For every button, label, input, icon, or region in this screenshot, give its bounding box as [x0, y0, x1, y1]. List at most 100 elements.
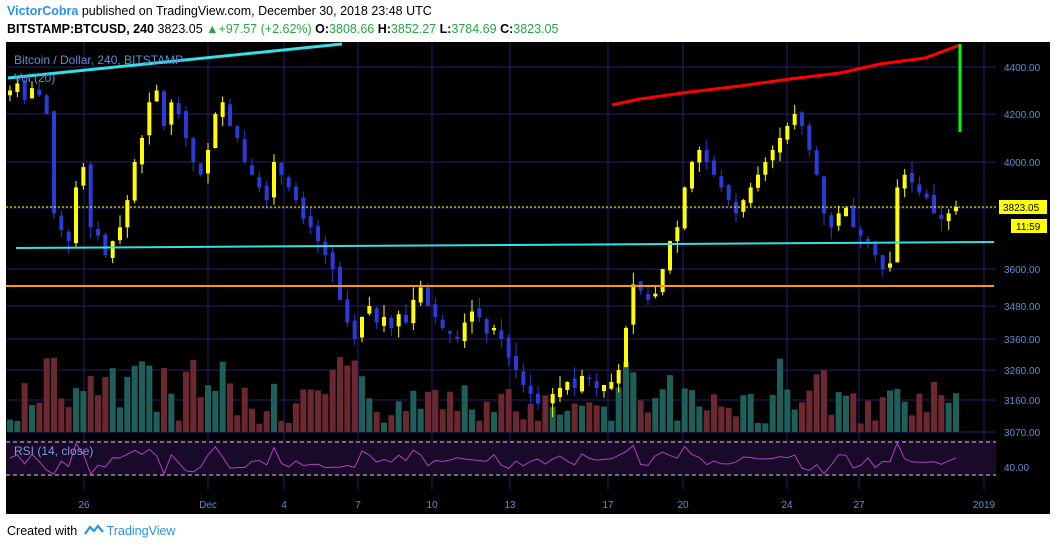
candle-body	[858, 229, 863, 236]
candle-body	[257, 177, 262, 188]
candle-body	[30, 88, 34, 99]
volume-bar	[43, 358, 50, 432]
candle-body	[176, 103, 181, 114]
candle-body	[829, 215, 834, 228]
candle-body	[374, 308, 379, 323]
candle-body	[668, 241, 672, 271]
cyan-support-line	[15, 241, 995, 249]
volume-bar	[461, 385, 468, 432]
candles	[8, 74, 958, 422]
volume-bar	[417, 408, 424, 432]
volume-bar	[131, 365, 138, 432]
candle-body	[528, 385, 533, 394]
volume-bar	[879, 397, 886, 432]
candle-body	[785, 126, 790, 140]
candle-body	[492, 328, 496, 331]
candle-body	[294, 186, 298, 201]
volume-bar	[586, 402, 593, 432]
volume-bar	[351, 360, 358, 432]
candle-body	[910, 172, 914, 183]
volume-bar	[322, 394, 329, 432]
red-projection-line	[611, 43, 961, 107]
candle-body	[22, 81, 27, 100]
volume-bar	[667, 375, 673, 432]
candle-body	[272, 162, 276, 198]
volume-bar	[300, 389, 307, 432]
volume-bar	[725, 408, 732, 432]
candle-body	[154, 90, 159, 102]
rsi-label: RSI (14, close)	[14, 444, 93, 458]
candle-body	[836, 213, 841, 226]
volume-bar	[901, 401, 908, 432]
candle-body	[638, 281, 643, 291]
candle-body	[316, 226, 320, 242]
candle-body	[323, 241, 328, 256]
tradingview-link[interactable]: TradingView	[106, 524, 176, 538]
candle-body	[389, 317, 394, 328]
y-tick-label: 3600.00	[1004, 265, 1041, 276]
candle-body	[235, 126, 240, 138]
author-link[interactable]: VictorCobra	[7, 4, 79, 18]
candle-body	[954, 207, 958, 212]
candle-body	[198, 163, 203, 175]
candle-body	[726, 185, 731, 201]
y-tick-label: 4400.00	[1004, 63, 1041, 74]
volume-bar	[564, 410, 571, 432]
up-arrow-icon: ▲	[206, 22, 219, 36]
low-label: L:	[439, 22, 452, 36]
volume-bar	[945, 402, 952, 432]
grid	[6, 42, 996, 490]
chart-header: VictorCobra published on TradingView.com…	[7, 4, 1047, 40]
candle-body	[103, 234, 108, 256]
candle-body	[682, 187, 687, 229]
candle-body	[594, 381, 599, 388]
candle-body	[741, 200, 746, 212]
volume-bar	[557, 414, 563, 432]
candle-body	[169, 102, 174, 125]
volume-bar	[197, 397, 204, 432]
candle-body	[345, 299, 350, 323]
candle-body	[125, 200, 130, 228]
volume-bar	[381, 422, 387, 432]
volume-bar	[124, 376, 131, 432]
x-tick-label: 20	[677, 500, 689, 511]
volume-bar	[21, 383, 28, 432]
candle-body	[734, 201, 738, 214]
candle-body	[470, 311, 474, 322]
volume-bar	[696, 406, 703, 432]
candle-body	[477, 308, 482, 317]
volume-bar	[139, 361, 145, 432]
y-tick-label: 3160.00	[1004, 396, 1041, 407]
volume-bar	[601, 406, 607, 432]
candle-body	[44, 95, 49, 114]
volume-bar	[168, 393, 175, 432]
volume-bar	[219, 361, 226, 432]
volume-bar	[344, 365, 351, 432]
time-axis-background	[6, 496, 1050, 514]
open-value: 3808.66	[329, 22, 375, 36]
candle-body	[213, 114, 218, 149]
ohlc-line: BITSTAMP:BTCUSD, 240 3823.05 ▲+97.57 (+2…	[7, 22, 558, 36]
candle-body	[338, 266, 342, 300]
volume-bar	[703, 410, 710, 432]
volume-bar	[762, 423, 769, 432]
volume-bar	[513, 411, 519, 432]
volume-bar	[491, 411, 497, 432]
volume-bar	[806, 390, 813, 432]
candle-body	[426, 287, 430, 306]
candle-body	[382, 317, 386, 326]
volume-bar	[916, 393, 923, 432]
y-tick-label: 3480.00	[1004, 302, 1041, 313]
candle-body	[404, 314, 408, 323]
volume-bar	[432, 389, 439, 432]
volume-bar	[183, 371, 189, 432]
candle-body	[624, 328, 628, 368]
candle-body	[264, 185, 269, 201]
candle-body	[506, 337, 511, 358]
candle-body	[367, 306, 372, 314]
volume-bar	[579, 405, 585, 432]
volume-bar	[652, 398, 659, 432]
volume-bar	[593, 405, 600, 432]
volume-bar	[535, 420, 541, 432]
